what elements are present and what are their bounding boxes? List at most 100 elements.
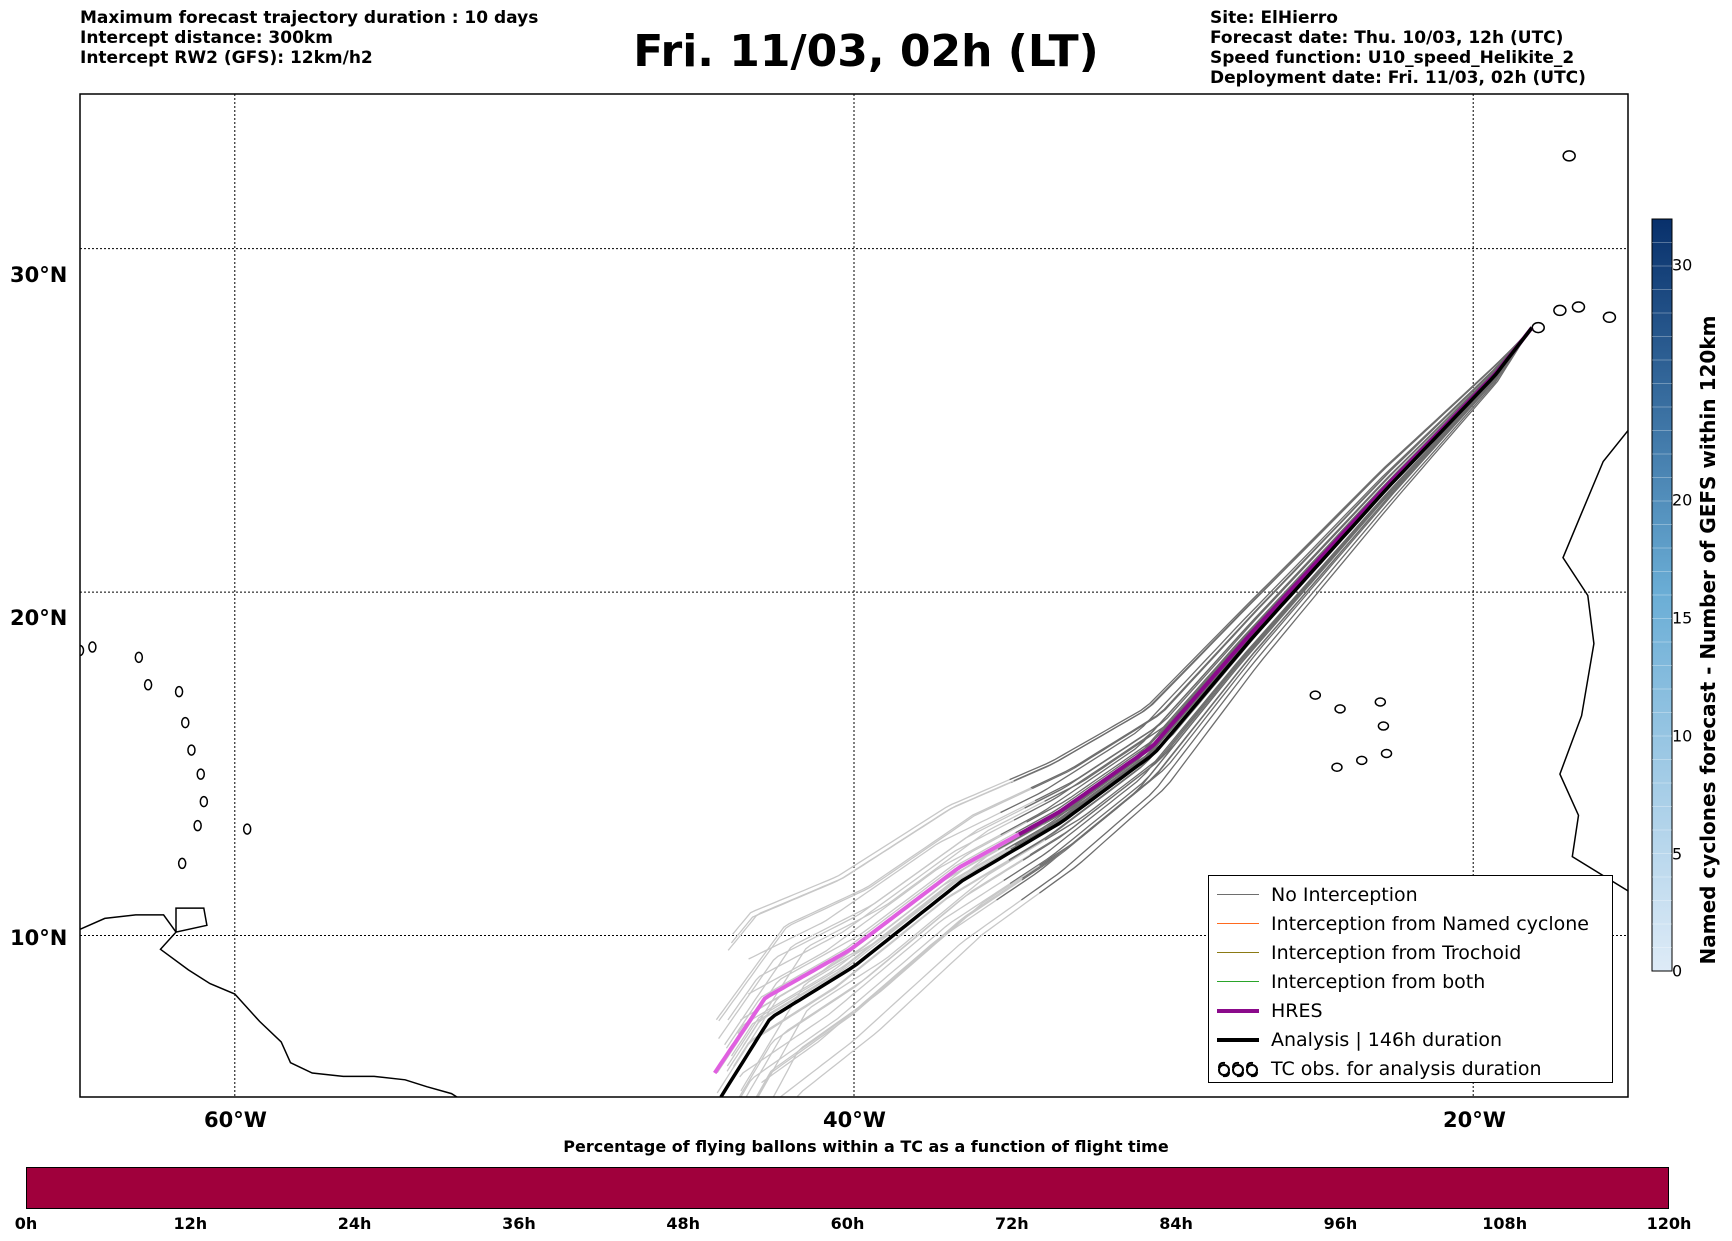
island-coast xyxy=(1553,304,1567,317)
legend-item-analysis: Analysis | 146h duration xyxy=(1209,1025,1502,1054)
trajectory-early-segment xyxy=(748,788,1048,960)
colorbar-label: Named cyclones forecast - Number of GEFS… xyxy=(1696,315,1720,965)
island-coast xyxy=(1331,762,1343,772)
trajectory-no-interception xyxy=(1039,327,1533,894)
island-coast xyxy=(1562,150,1576,162)
flight-time-tick-label: 60h xyxy=(830,1214,865,1233)
trajectory-no-interception xyxy=(1039,327,1533,866)
map-frame xyxy=(79,93,1629,1098)
legend-item-named-cyclone: Interception from Named cyclone xyxy=(1209,909,1589,938)
island-coast xyxy=(1377,721,1390,731)
trajectory-no-interception xyxy=(1013,327,1533,782)
forecast-date-text: Forecast date: Thu. 10/03, 12h (UTC) xyxy=(1210,28,1564,48)
legend-label: No Interception xyxy=(1271,883,1418,906)
colorbar-tick: 30 xyxy=(1672,255,1693,275)
bottom-colorbar-title: Percentage of flying ballons within a TC… xyxy=(563,1137,1169,1156)
black-line-icon xyxy=(1217,1037,1259,1042)
lat-label-20n: 20°N xyxy=(10,606,68,630)
island-coast xyxy=(1374,697,1387,707)
africa-coast xyxy=(1559,430,1628,893)
lon-label-60w: 60°W xyxy=(204,1108,267,1132)
island-coast xyxy=(88,641,97,653)
trajectory-early-segment xyxy=(755,847,1068,1097)
site-text: Site: ElHierro xyxy=(1210,8,1338,28)
trajectory-early-segment xyxy=(726,819,1061,1072)
island-coast xyxy=(1355,755,1368,766)
flight-time-tick-label: 108h xyxy=(1482,1214,1528,1233)
intercept-rw2-text: Intercept RW2 (GFS): 12km/h2 xyxy=(80,48,373,68)
legend-item-trochoid: Interception from Trochoid xyxy=(1209,938,1521,967)
island-coast xyxy=(196,768,205,780)
colorbar-tick: 20 xyxy=(1672,490,1693,510)
trajectory-early-segment xyxy=(718,784,1070,1039)
lat-label-30n: 30°N xyxy=(10,263,68,287)
flight-time-tick-label: 120h xyxy=(1646,1214,1692,1233)
island-coast xyxy=(80,644,85,657)
island-coast xyxy=(1571,301,1586,313)
lon-label-20w: 20°W xyxy=(1443,1108,1506,1132)
trajectory-early-segment xyxy=(733,832,1055,1068)
island-coast xyxy=(1309,690,1322,700)
trajectory-early-segment xyxy=(742,778,1087,1047)
legend-label: Interception from Trochoid xyxy=(1271,941,1522,964)
trajectory-early-segment xyxy=(779,867,1067,1097)
flight-time-tick-label: 12h xyxy=(173,1214,208,1233)
speed-function-text: Speed function: U10_speed_Helikite_2 xyxy=(1210,48,1575,68)
max-duration-text: Maximum forecast trajectory duration : 1… xyxy=(80,8,539,28)
island-coast xyxy=(177,857,187,870)
legend-label: HRES xyxy=(1271,999,1323,1022)
trajectory-early-segment xyxy=(726,817,1060,1067)
trajectory-early-segment xyxy=(727,759,1060,951)
trajectory-early-segment xyxy=(715,766,1075,1021)
green-line-icon xyxy=(1217,981,1259,982)
trajectory-early-segment xyxy=(738,831,1068,1097)
run-info-left: Maximum forecast trajectory duration : 1… xyxy=(80,8,538,68)
legend-label: TC obs. for analysis duration xyxy=(1271,1057,1542,1080)
trajectory-early-segment xyxy=(740,852,1056,1097)
island-coast xyxy=(1602,311,1617,324)
trajectory-early-segment xyxy=(733,831,1055,1067)
page-title: Fri. 11/03, 02h (LT) xyxy=(633,26,1099,77)
trajectories xyxy=(713,326,1534,1097)
trajectory-no-interception xyxy=(1000,327,1533,814)
flight-time-tick-label: 36h xyxy=(502,1214,536,1233)
gray-line-icon xyxy=(1217,894,1259,895)
legend-item-hres: HRES xyxy=(1209,996,1323,1025)
hres-trajectory-early xyxy=(713,832,1020,1075)
trajectory-early-segment xyxy=(796,861,1083,1097)
legend-item-tc-obs: TC obs. for analysis duration xyxy=(1209,1054,1542,1083)
island-coast xyxy=(1531,321,1545,334)
legend-label: Interception from both xyxy=(1271,970,1486,993)
flight-time-tick-label: 24h xyxy=(337,1214,372,1233)
south-america-coast xyxy=(80,914,459,1097)
island-coast xyxy=(143,679,153,691)
legend-item-both: Interception from both xyxy=(1209,967,1485,996)
island-coast xyxy=(193,819,202,832)
orange-line-icon xyxy=(1217,923,1259,924)
trajectory-early-segment xyxy=(727,795,1060,1021)
colorbar-tick: 15 xyxy=(1672,608,1693,628)
flight-time-tick-label: 72h xyxy=(994,1214,1029,1233)
trajectory-early-segment xyxy=(724,777,1079,1046)
olive-line-icon xyxy=(1217,952,1259,953)
trajectory-early-segment xyxy=(772,836,1083,1097)
lat-label-10n: 10°N xyxy=(10,926,68,950)
island-coast xyxy=(1380,748,1393,759)
trajectory-early-segment xyxy=(739,849,1051,1078)
analysis-trajectory xyxy=(719,326,1534,1097)
coastlines xyxy=(80,150,1628,1097)
trajectory-early-segment xyxy=(725,806,1061,1049)
intercept-distance-text: Intercept distance: 300km xyxy=(80,28,333,48)
island-coast xyxy=(181,716,190,729)
colorbar-tick: 10 xyxy=(1672,726,1693,746)
legend-label: Analysis | 146h duration xyxy=(1271,1028,1503,1051)
colorbar-tick: 5 xyxy=(1672,844,1683,864)
flight-time-tick-label: 48h xyxy=(666,1214,701,1233)
flight-time-percentage-bar xyxy=(26,1167,1669,1209)
island-coast xyxy=(174,685,184,698)
flight-time-tick-label: 0h xyxy=(14,1214,38,1233)
trajectory-early-segment xyxy=(732,758,1056,935)
trajectory-early-segment xyxy=(756,849,1067,1097)
trajectory-early-segment xyxy=(737,821,1052,1034)
cyclone-count-colorbar xyxy=(1651,218,1673,972)
